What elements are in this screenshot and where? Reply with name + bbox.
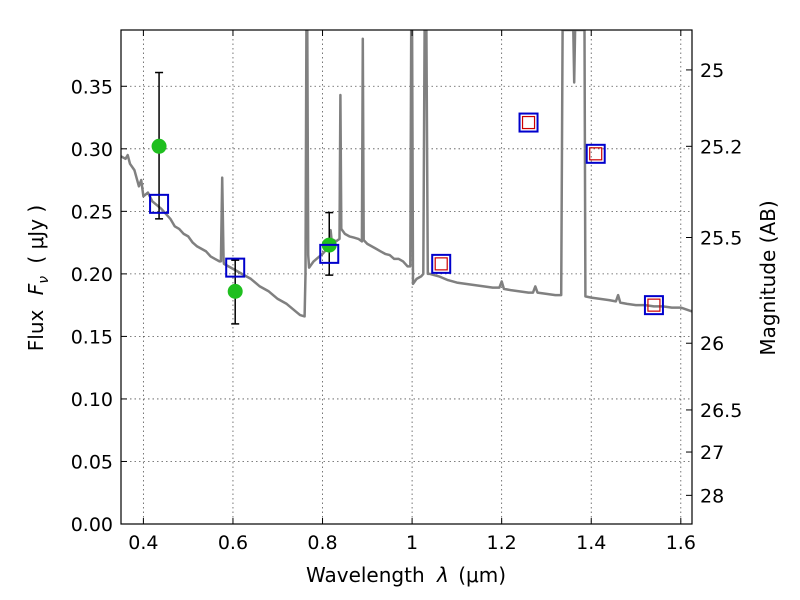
model-flux-square	[319, 243, 340, 264]
grid	[121, 30, 692, 525]
x-tick-label: 1.2	[487, 532, 517, 554]
x-tick-label: 1.6	[666, 532, 696, 554]
y-axis-title: Flux Fν ( μJy )	[24, 205, 53, 351]
model-spectrum-line	[121, 30, 692, 318]
y-tick-label: 0.25	[71, 201, 113, 223]
axes: 0.4 0.6 0.8 1 1.2 1.4 1.6 0.00 0.05 0.10 0.15 0.20 0…	[71, 30, 742, 554]
upper-model-square	[589, 147, 603, 161]
plot-frame	[120, 29, 693, 525]
y-tick-label: 0.05	[71, 451, 113, 473]
upper-model-square	[521, 115, 536, 130]
model-flux-square	[225, 257, 246, 278]
y-tick-label: 0.20	[71, 264, 113, 286]
y-tick-label: 0.15	[71, 326, 113, 348]
upper-model-square	[434, 257, 448, 271]
x-tick-label: 1.4	[576, 532, 606, 554]
x-tick-label: 1	[406, 532, 418, 554]
observed-flux-point	[151, 138, 167, 154]
y2-tick-label: 25	[700, 60, 724, 82]
y2-tick-label: 27	[700, 442, 724, 464]
upper-model-square	[647, 298, 661, 312]
model-flux-square	[643, 295, 664, 316]
plot-area	[121, 30, 692, 325]
model-flux-square	[149, 193, 170, 214]
y-tick-label: 0.30	[71, 139, 113, 161]
observed-flux-point	[227, 283, 243, 299]
y2-tick-label: 26.5	[700, 400, 742, 422]
x-tick-label: 0.8	[307, 532, 337, 554]
y-tick-label: 0.10	[71, 389, 113, 411]
y2-tick-label: 25.2	[700, 136, 742, 158]
y2-tick-label: 25.5	[700, 227, 742, 249]
y2-axis-title: Magnitude (AB)	[756, 200, 780, 355]
x-tick-label: 0.4	[128, 532, 158, 554]
model-flux-square	[518, 112, 539, 133]
x-tick-label: 0.6	[218, 532, 248, 554]
y-tick-label: 0.35	[71, 76, 113, 98]
y2-tick-label: 26	[700, 333, 724, 355]
model-flux-square	[585, 143, 606, 164]
model-flux-square	[431, 253, 452, 274]
y-tick-label: 0.00	[71, 514, 113, 536]
y2-tick-label: 28	[700, 485, 724, 507]
x-axis-title: Wavelength λ (μm)	[306, 563, 506, 587]
